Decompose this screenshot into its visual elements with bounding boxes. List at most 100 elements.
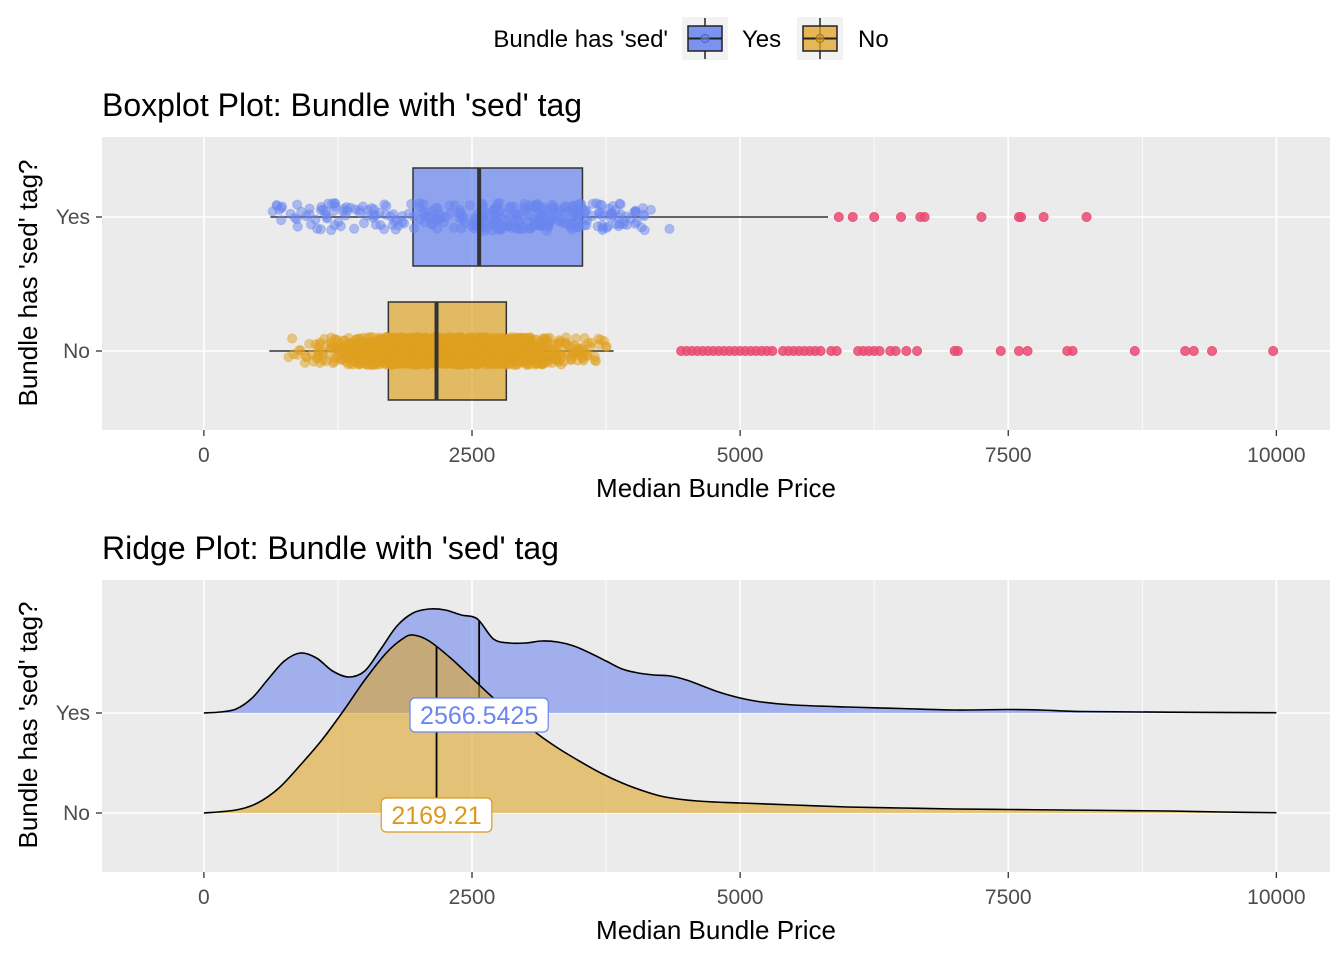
boxplot-point bbox=[367, 353, 378, 364]
boxplot-x-tick-label: 10000 bbox=[1247, 444, 1305, 467]
boxplot-outlier-no bbox=[1013, 345, 1024, 356]
ridge-x-tick-label: 2500 bbox=[449, 886, 496, 909]
boxplot-point bbox=[326, 225, 337, 236]
boxplot-point bbox=[430, 202, 441, 214]
boxplot-point bbox=[445, 339, 456, 350]
boxplot-marks bbox=[267, 167, 1279, 401]
boxplot-point bbox=[581, 205, 592, 216]
boxplot-point bbox=[516, 223, 527, 235]
boxplot-point bbox=[593, 339, 605, 350]
boxplot-point bbox=[416, 352, 427, 363]
ridge-panel: Ridge Plot: Bundle with 'sed' tag 2566.5… bbox=[13, 530, 1330, 945]
boxplot-point bbox=[406, 198, 417, 210]
boxplot-point bbox=[368, 210, 380, 221]
boxplot-point bbox=[458, 341, 469, 352]
boxplot-outlier-no bbox=[815, 345, 826, 356]
boxplot-point bbox=[566, 201, 578, 212]
boxplot-point bbox=[310, 339, 321, 350]
boxplot-point bbox=[304, 203, 315, 214]
boxplot-point bbox=[549, 345, 561, 356]
boxplot-point bbox=[536, 214, 547, 225]
ridge-median-label-text: 2566.5425 bbox=[420, 702, 538, 730]
legend: Bundle has 'sed' Yes No bbox=[493, 17, 889, 60]
ridge-median-label-box bbox=[409, 697, 549, 733]
boxplot-point bbox=[519, 333, 530, 344]
boxplot-point bbox=[606, 208, 617, 219]
boxplot-point bbox=[464, 333, 475, 344]
boxplot-point bbox=[583, 338, 594, 349]
boxplot-outlier-no bbox=[1268, 345, 1279, 356]
boxplot-point bbox=[468, 213, 479, 224]
boxplot-outlier-yes bbox=[847, 211, 858, 222]
boxplot-point bbox=[485, 357, 496, 368]
boxplot-point bbox=[408, 223, 420, 234]
legend-key-no bbox=[797, 17, 843, 60]
boxplot-outlier-no bbox=[1022, 345, 1033, 356]
boxplot-point bbox=[402, 342, 413, 353]
boxplot-outlier-yes bbox=[1038, 211, 1049, 222]
boxplot-outlier-no bbox=[952, 345, 963, 356]
legend-key-no-dot bbox=[815, 34, 825, 43]
boxplot-y-axis-label: Bundle has 'sed' tag? bbox=[13, 160, 43, 407]
ridge-title: Ridge Plot: Bundle with 'sed' tag bbox=[102, 530, 559, 566]
boxplot-point bbox=[407, 335, 418, 346]
boxplot-point bbox=[502, 220, 513, 232]
boxplot-outlier-yes bbox=[1081, 211, 1092, 222]
boxplot-panel: Boxplot Plot: Bundle with 'sed' tag 0 250… bbox=[13, 87, 1330, 503]
boxplot-point bbox=[285, 208, 296, 219]
boxplot-point bbox=[664, 223, 675, 234]
boxplot-point bbox=[541, 335, 552, 346]
boxplot-outlier-yes bbox=[833, 211, 844, 222]
boxplot-outlier-no bbox=[912, 345, 923, 356]
ridge-y-ticks: Yes No bbox=[56, 702, 102, 825]
ridge-median-label-box bbox=[380, 797, 493, 833]
boxplot-point bbox=[291, 214, 302, 225]
ridge-x-tick-label: 10000 bbox=[1247, 886, 1305, 909]
boxplot-point bbox=[489, 215, 500, 226]
legend-key-yes-dot bbox=[700, 34, 710, 43]
boxplot-x-ticks: 0 2500 5000 7500 10000 bbox=[198, 430, 1306, 467]
boxplot-point bbox=[331, 334, 342, 345]
boxplot-point bbox=[570, 333, 581, 344]
ridge-median-label-yes: 2566.5425 bbox=[409, 697, 549, 733]
boxplot-point bbox=[564, 218, 576, 229]
boxplot-x-tick-label: 2500 bbox=[449, 444, 496, 467]
boxplot-point bbox=[383, 345, 394, 356]
boxplot-point bbox=[398, 357, 409, 369]
boxplot-plot-area bbox=[102, 137, 1330, 430]
boxplot-point bbox=[596, 208, 607, 219]
boxplot-y-tick-label: Yes bbox=[56, 206, 90, 229]
legend-title: Bundle has 'sed' bbox=[493, 26, 668, 53]
boxplot-point bbox=[454, 352, 465, 364]
boxplot-point bbox=[314, 357, 326, 369]
boxplot-outlier-no bbox=[995, 345, 1006, 356]
ridge-x-tick-label: 7500 bbox=[985, 886, 1032, 909]
boxplot-point bbox=[456, 223, 467, 234]
boxplot-point bbox=[378, 224, 390, 235]
boxplot-outlier-yes bbox=[869, 211, 880, 222]
ridge-x-tick-label: 5000 bbox=[717, 886, 764, 909]
boxplot-point bbox=[491, 201, 502, 212]
boxplot-point bbox=[589, 355, 600, 366]
boxplot-point bbox=[539, 356, 550, 367]
boxplot-point bbox=[466, 356, 477, 367]
boxplot-point bbox=[341, 201, 352, 213]
boxplot-point bbox=[551, 210, 562, 222]
boxplot-point bbox=[296, 206, 307, 217]
boxplot-outlier-no bbox=[1129, 345, 1140, 356]
boxplot-point bbox=[506, 211, 517, 222]
boxplot-outlier-no bbox=[890, 345, 901, 356]
ridge-density-fill-no bbox=[203, 634, 1277, 813]
boxplot-point bbox=[355, 337, 367, 348]
boxplot-point bbox=[324, 349, 335, 361]
ridge-x-axis-label: Median Bundle Price bbox=[596, 915, 836, 945]
legend-label-yes: Yes bbox=[742, 26, 781, 53]
boxplot-point bbox=[543, 218, 554, 229]
boxplot-point bbox=[358, 217, 370, 229]
boxplot-x-tick-label: 0 bbox=[198, 444, 210, 467]
boxplot-point bbox=[481, 207, 492, 219]
boxplot-jitter-points-no bbox=[283, 331, 612, 371]
boxplot-point bbox=[271, 200, 282, 211]
boxplot-point bbox=[615, 208, 626, 220]
ridge-y-tick-label: Yes bbox=[56, 702, 90, 725]
